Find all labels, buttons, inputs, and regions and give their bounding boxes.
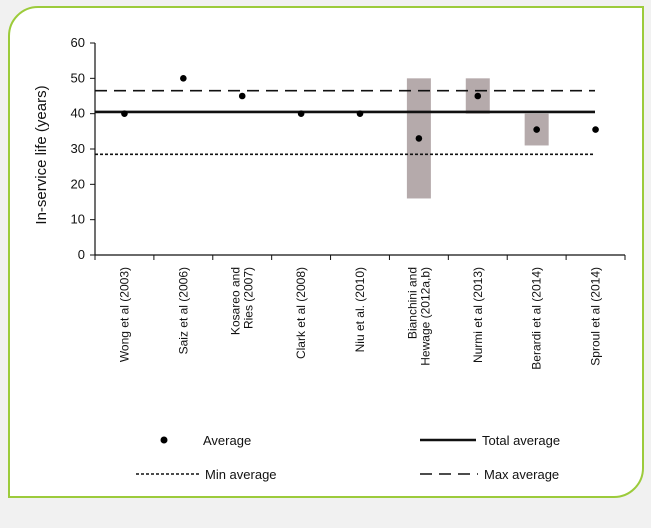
x-tick-label-sproul-et-al-2014: Sproul et al (2014) bbox=[589, 267, 603, 366]
reference-lines bbox=[95, 89, 595, 156]
average-point-niu-et-al-2010 bbox=[356, 110, 364, 117]
y-tick-label: 60 bbox=[71, 35, 85, 50]
legend-average-marker bbox=[160, 436, 168, 444]
average-point-berardi-et-al-2014 bbox=[533, 126, 540, 133]
legend-average-label: Average bbox=[203, 433, 251, 448]
x-tick-label-nurmi-et-al-2013: Nurmi et al (2013) bbox=[471, 267, 485, 363]
x-tick-label-clark-et-al-2008: Clark et al (2008) bbox=[294, 267, 308, 359]
x-tick-label-line: Kosareo and bbox=[229, 267, 243, 335]
y-tick-label: 10 bbox=[71, 212, 85, 227]
x-tick-labels: Wong et al (2003) Saiz et al (2006) Kosare… bbox=[117, 267, 602, 370]
average-point-bianchini-and-hewage-2012a-b bbox=[415, 135, 423, 142]
x-tick-label-saiz-et-al-2006: Saiz et al (2006) bbox=[176, 267, 190, 354]
x-tick-label-bianchini-and-hewage-2012a-b: Bianchini andHewage (2012a,b) bbox=[405, 267, 432, 366]
x-tick-label-line: Hewage (2012a,b) bbox=[418, 267, 432, 366]
y-tick-label: 20 bbox=[71, 176, 85, 191]
x-tick-label-line: Niu et al. (2010) bbox=[353, 267, 367, 352]
legend-max-average-label: Max average bbox=[484, 467, 559, 482]
average-points bbox=[121, 75, 599, 142]
x-tick-label-line: Clark et al (2008) bbox=[294, 267, 308, 359]
x-tick-label-niu-et-al-2010: Niu et al. (2010) bbox=[353, 267, 367, 352]
x-tick-label-line: Ries (2007) bbox=[242, 267, 256, 329]
chart-card bbox=[8, 6, 644, 498]
x-tick-label-line: Sproul et al (2014) bbox=[589, 267, 603, 366]
y-ticks: 0 10 20 30 40 50 60 bbox=[71, 35, 95, 262]
x-tick-label-line: Wong et al (2003) bbox=[117, 267, 131, 362]
x-tick-label-kosareo-and-ries-2007: Kosareo andRies (2007) bbox=[229, 267, 256, 335]
average-point-saiz-et-al-2006 bbox=[180, 75, 187, 82]
average-point-wong-et-al-2003 bbox=[121, 110, 128, 117]
x-tick-label-berardi-et-al-2014: Berardi et al (2014) bbox=[530, 267, 544, 370]
x-tick-label-line: Saiz et al (2006) bbox=[176, 267, 190, 354]
average-point-sproul-et-al-2014 bbox=[592, 126, 599, 133]
average-point-nurmi-et-al-2013 bbox=[474, 92, 482, 100]
x-tick-label-line: Nurmi et al (2013) bbox=[471, 267, 485, 363]
y-axis-label: In-service life (years) bbox=[33, 85, 50, 224]
axes bbox=[94, 43, 626, 260]
y-tick-label: 30 bbox=[71, 141, 85, 156]
legend-min-average-label: Min average bbox=[205, 467, 277, 482]
y-tick-label: 50 bbox=[71, 70, 85, 85]
average-point-kosareo-and-ries-2007 bbox=[238, 92, 246, 100]
x-tick-label-line: Berardi et al (2014) bbox=[530, 267, 544, 370]
x-tick-label-wong-et-al-2003: Wong et al (2003) bbox=[117, 267, 131, 362]
legend: Average Total average Min average Max avera… bbox=[136, 433, 560, 482]
legend-total-average-label: Total average bbox=[482, 433, 560, 448]
y-tick-label: 40 bbox=[71, 106, 85, 121]
average-point-clark-et-al-2008 bbox=[297, 110, 305, 117]
x-tick-label-line: Bianchini and bbox=[405, 267, 419, 339]
y-tick-label: 0 bbox=[78, 247, 85, 262]
